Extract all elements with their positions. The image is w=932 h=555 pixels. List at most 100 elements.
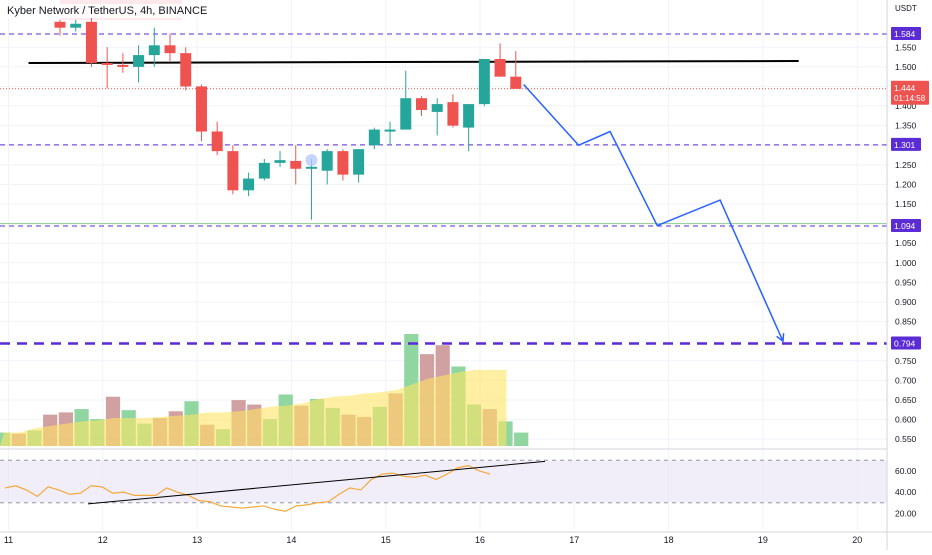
candle xyxy=(227,145,239,195)
candle xyxy=(510,51,522,89)
candle-body xyxy=(384,129,396,132)
candle xyxy=(258,158,270,181)
time-tick-label: 19 xyxy=(758,535,768,545)
time-tick-label: 17 xyxy=(569,535,579,545)
candle xyxy=(211,121,223,156)
candle-body xyxy=(258,162,270,179)
candle xyxy=(337,149,349,181)
candle xyxy=(415,96,427,116)
level-badge-label: 1.094 xyxy=(894,221,916,231)
last-price-label: 1.444 xyxy=(894,83,916,93)
candle xyxy=(148,27,160,67)
candle-body xyxy=(117,64,129,67)
candle xyxy=(400,70,412,130)
candle-body xyxy=(305,166,317,169)
price-tick-label: 0.950 xyxy=(895,277,917,287)
price-tick-label: 1.500 xyxy=(895,62,917,72)
time-tick-label: 14 xyxy=(286,535,296,545)
level-badge xyxy=(891,26,921,40)
candle xyxy=(305,158,317,220)
price-tick-label: 0.850 xyxy=(895,317,917,327)
price-tick-label: 0.700 xyxy=(895,375,917,385)
candle-body xyxy=(70,23,82,28)
candle xyxy=(70,19,82,32)
cursor-marker xyxy=(305,154,318,167)
price-tick-label: 1.000 xyxy=(895,258,917,268)
rsi-tick-label: 40.00 xyxy=(895,487,917,497)
candle xyxy=(368,127,380,150)
candle-body xyxy=(227,151,239,191)
price-tick-label: 0.550 xyxy=(895,434,917,444)
price-tick-label: 0.600 xyxy=(895,415,917,425)
candle xyxy=(494,43,506,77)
candle-body xyxy=(400,98,412,130)
candle-body xyxy=(148,45,160,56)
volume-ma-area xyxy=(0,369,507,446)
candle-body xyxy=(274,160,286,163)
rsi-tick-label: 20.00 xyxy=(895,508,917,518)
price-tick-label: 1.050 xyxy=(895,238,917,248)
price-tick-label: 0.750 xyxy=(895,356,917,366)
price-tick-label: 1.200 xyxy=(895,179,917,189)
candle-body xyxy=(85,21,97,63)
time-tick-label: 11 xyxy=(4,535,13,545)
price-axis-unit: USDT xyxy=(895,4,917,13)
candle xyxy=(180,47,192,91)
price-tick-label: 1.400 xyxy=(895,101,917,111)
candle-body xyxy=(510,76,522,89)
candle xyxy=(274,151,286,167)
price-tick-label: 1.150 xyxy=(895,199,917,209)
time-tick-label: 13 xyxy=(192,535,202,545)
candle xyxy=(463,104,475,152)
candle xyxy=(164,33,176,61)
candle-body xyxy=(478,59,490,105)
price-tick-label: 1.350 xyxy=(895,121,917,131)
candle xyxy=(447,94,459,128)
time-tick-label: 16 xyxy=(475,535,485,545)
candle-body xyxy=(180,53,192,87)
level-badge xyxy=(891,336,921,350)
time-tick-label: 20 xyxy=(852,535,862,545)
rsi-trendline xyxy=(87,460,546,505)
candle xyxy=(243,172,255,197)
candle-body xyxy=(353,149,365,175)
candle-body xyxy=(463,104,475,128)
level-badge-label: 1.301 xyxy=(894,140,916,150)
price-tick-label: 0.650 xyxy=(895,395,917,405)
candle-body xyxy=(54,21,66,28)
projection-arrowhead xyxy=(776,333,785,343)
candle-body xyxy=(101,62,113,65)
projection-path xyxy=(523,83,784,342)
candle-body xyxy=(368,129,380,146)
candle-body xyxy=(290,160,302,169)
candle xyxy=(54,19,66,36)
candle xyxy=(290,145,302,185)
candle-body xyxy=(164,45,176,54)
time-tick-label: 15 xyxy=(381,535,391,545)
candle-body xyxy=(321,151,333,171)
candle xyxy=(384,121,396,146)
candle xyxy=(195,84,207,142)
candle-body xyxy=(211,131,223,152)
candle xyxy=(431,98,443,136)
level-badge xyxy=(891,137,921,151)
price-tick-label: 1.550 xyxy=(895,42,917,52)
candle-body xyxy=(337,151,349,175)
candle-body xyxy=(494,59,506,77)
rsi-line xyxy=(4,464,491,512)
candle xyxy=(353,149,365,183)
candle-body xyxy=(415,98,427,110)
last-price-badge xyxy=(891,80,929,105)
time-tick-label: 18 xyxy=(664,535,674,545)
price-tick-label: 0.900 xyxy=(895,297,917,307)
candle xyxy=(133,45,145,83)
level-badge-label: 1.584 xyxy=(894,29,916,39)
rsi-tick-label: 60.00 xyxy=(895,466,917,476)
level-badge xyxy=(891,218,921,232)
candle-body xyxy=(133,55,145,67)
candle xyxy=(85,17,97,67)
candle xyxy=(478,59,490,107)
candle xyxy=(321,149,333,185)
